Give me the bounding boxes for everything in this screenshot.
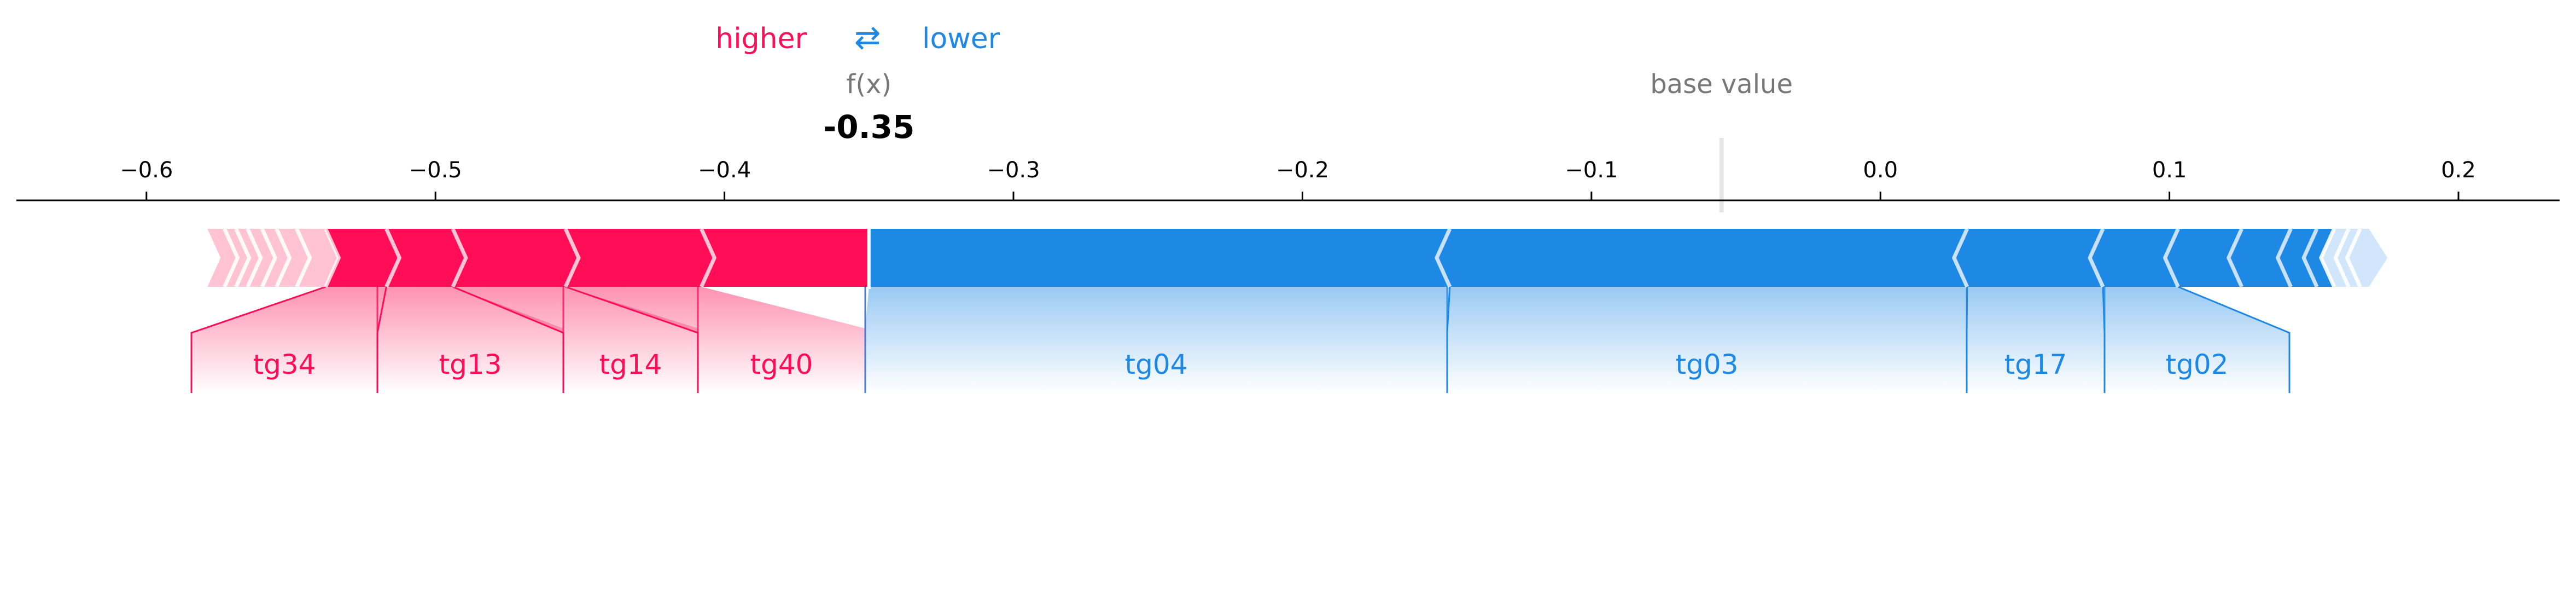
legend-lower: lower xyxy=(922,22,1000,55)
negative-separator xyxy=(2345,228,2362,288)
x-tick-label: −0.5 xyxy=(409,158,462,183)
x-tick-label: 0.1 xyxy=(2152,158,2187,183)
positive-bar-segment xyxy=(325,229,400,287)
positive-bar-segment xyxy=(701,229,869,287)
label-band xyxy=(865,287,1450,393)
negative-separator xyxy=(2333,228,2351,288)
force-bars xyxy=(207,227,2388,289)
label-band xyxy=(565,287,865,393)
label-band xyxy=(452,287,698,393)
positive-bar-segment xyxy=(213,229,238,287)
x-tick-label: −0.4 xyxy=(698,158,751,183)
positive-bar-segment xyxy=(386,229,466,287)
output-label: f(x) xyxy=(846,69,891,100)
negative-separator xyxy=(2301,228,2319,288)
positive-separator xyxy=(384,228,402,288)
positive-separator xyxy=(260,228,277,288)
legend-arrows-icon: ⇄ xyxy=(854,19,881,56)
label-band xyxy=(1447,287,1967,393)
output-value: -0.35 xyxy=(823,108,914,146)
positive-separator xyxy=(246,228,263,288)
x-tick-label: −0.3 xyxy=(987,158,1040,183)
x-axis: −0.6 −0.5 −0.4 −0.3 −0.2 −0.1 0.0 0.1 0.2 xyxy=(16,158,2560,201)
positive-bar-segment xyxy=(296,229,339,287)
feature-label-tg17: tg17 xyxy=(2004,349,2067,380)
label-bands xyxy=(190,286,2291,393)
negative-bar-segment xyxy=(2165,229,2242,287)
legend-higher: higher xyxy=(715,22,807,55)
negative-bar-segment xyxy=(2347,229,2388,287)
positive-bar-segment xyxy=(236,229,261,287)
negative-separator xyxy=(1951,228,1969,288)
feature-label-tg02: tg02 xyxy=(2166,349,2229,380)
base-value-label: base value xyxy=(1650,69,1793,100)
label-band xyxy=(191,287,387,393)
positive-bar-segment xyxy=(565,229,715,287)
negative-bar-segment xyxy=(1954,229,2103,287)
feature-label-tg04: tg04 xyxy=(1125,349,1188,380)
negative-bar-segment xyxy=(869,229,1450,287)
positive-separator xyxy=(275,228,292,288)
label-band-edge xyxy=(190,286,326,393)
negative-separator xyxy=(2088,228,2105,288)
positive-bar-tail xyxy=(207,229,226,287)
feature-label-tg34: tg34 xyxy=(253,349,316,380)
positive-separator xyxy=(324,228,341,288)
feature-label-tg13: tg13 xyxy=(439,349,502,380)
x-tick-label: −0.2 xyxy=(1276,158,1329,183)
positive-separator xyxy=(700,228,717,288)
label-band xyxy=(1967,287,2105,393)
feature-label-tg40: tg40 xyxy=(750,349,813,380)
negative-bar-segment xyxy=(2277,229,2317,287)
x-tick-label: 0.2 xyxy=(2441,158,2476,183)
negative-bar-segment xyxy=(1436,229,1967,287)
positive-separator xyxy=(563,228,581,288)
feature-labels: tg34 tg13 tg14 tg40 tg04 tg03 tg17 tg02 xyxy=(253,349,2229,380)
feature-label-tg03: tg03 xyxy=(1676,349,1739,380)
x-tick-label: 0.0 xyxy=(1863,158,1898,183)
negative-separator xyxy=(2163,228,2180,288)
positive-bar-segment xyxy=(224,229,249,287)
positive-separator xyxy=(234,228,252,288)
negative-separator xyxy=(2318,228,2336,288)
label-band-edge xyxy=(2177,286,2291,393)
positive-separator xyxy=(451,228,468,288)
negative-bar-segment xyxy=(2335,229,2361,287)
negative-bar-segment xyxy=(2228,229,2291,287)
x-tick-label: −0.6 xyxy=(120,158,173,183)
positive-separator xyxy=(223,228,240,288)
negative-separator xyxy=(2226,228,2243,288)
positive-bar-segment xyxy=(452,229,579,287)
x-tick-label: −0.1 xyxy=(1565,158,1618,183)
negative-separator xyxy=(2275,228,2293,288)
label-band xyxy=(2103,287,2289,393)
positive-separator xyxy=(295,228,312,288)
negative-separator xyxy=(1435,228,1452,288)
negative-bar-segment xyxy=(2090,229,2178,287)
feature-label-tg14: tg14 xyxy=(599,349,662,380)
